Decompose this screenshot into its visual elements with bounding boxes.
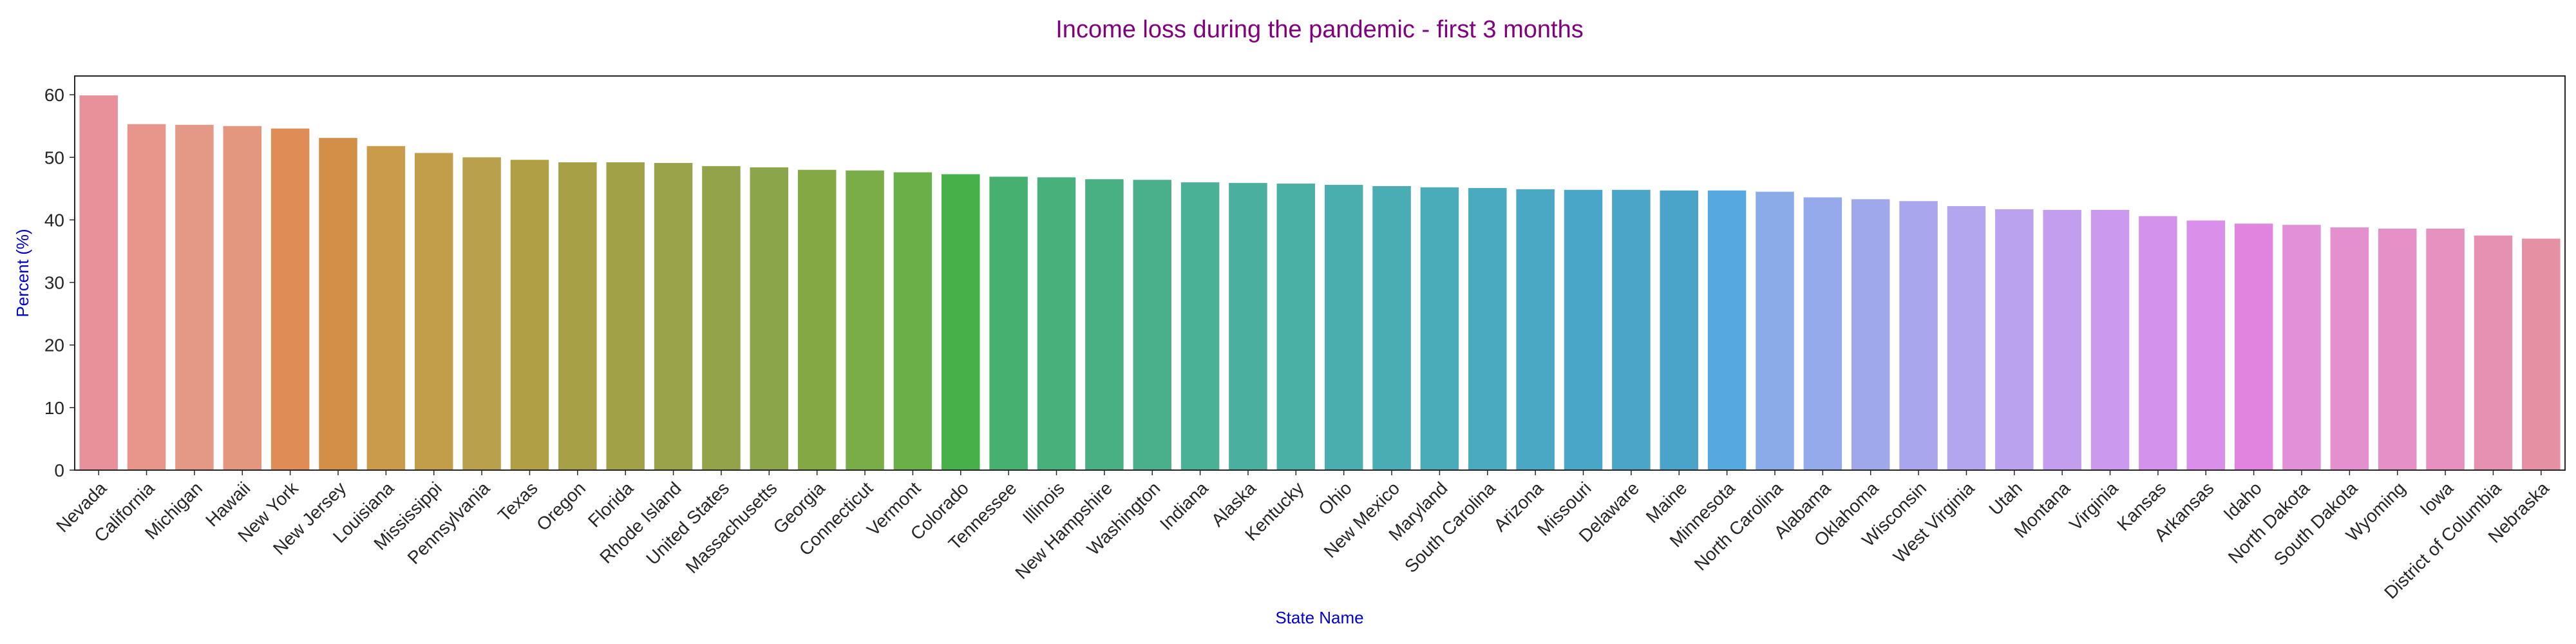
bar-oklahoma bbox=[1851, 199, 1890, 470]
bar-tennessee bbox=[989, 176, 1028, 470]
bar-connecticut bbox=[846, 170, 884, 470]
chart-title: Income loss during the pandemic - first … bbox=[1056, 16, 1584, 43]
bar-wisconsin bbox=[1899, 201, 1938, 470]
bar-maryland bbox=[1420, 187, 1459, 470]
bar-new-hampshire bbox=[1085, 179, 1124, 470]
bar-georgia bbox=[797, 169, 837, 470]
bar-oregon bbox=[558, 162, 597, 471]
bar-nevada bbox=[79, 95, 118, 471]
bar-north-carolina bbox=[1756, 191, 1794, 470]
y-tick-label: 50 bbox=[44, 147, 64, 167]
bar-montana bbox=[2043, 209, 2081, 470]
bar-alaska bbox=[1229, 183, 1267, 470]
bar-new-york bbox=[270, 128, 310, 471]
bar-united-states bbox=[702, 166, 741, 470]
bar-maine bbox=[1660, 190, 1698, 470]
bar-virginia bbox=[2090, 209, 2130, 470]
bars-group bbox=[79, 95, 2561, 471]
x-tick-label: Idaho bbox=[2219, 478, 2265, 524]
bar-delaware bbox=[1612, 189, 1651, 470]
bar-massachusetts bbox=[750, 167, 789, 470]
y-axis-label: Percent (%) bbox=[13, 229, 32, 317]
bar-arizona bbox=[1516, 189, 1555, 470]
bar-pennsylvania bbox=[462, 157, 501, 471]
bar-illinois bbox=[1037, 177, 1076, 470]
x-tick-label: Iowa bbox=[2416, 478, 2458, 519]
x-axis-label: State Name bbox=[1275, 608, 1363, 627]
bar-kansas bbox=[2139, 216, 2177, 470]
y-tick-label: 10 bbox=[44, 398, 64, 418]
bar-arkansas bbox=[2186, 220, 2226, 470]
bar-west-virginia bbox=[1947, 206, 1986, 470]
bar-utah bbox=[1995, 209, 2034, 470]
bar-colorado bbox=[942, 174, 980, 470]
x-tick-label: Oregon bbox=[533, 478, 589, 535]
bar-district-of-columbia bbox=[2474, 235, 2513, 470]
y-axis: 0 10 20 30 40 50 60 bbox=[44, 85, 75, 480]
bar-north-dakota bbox=[2282, 225, 2321, 470]
bar-hawaii bbox=[223, 126, 262, 470]
bar-california bbox=[127, 124, 166, 471]
bar-south-carolina bbox=[1468, 187, 1507, 470]
bar-kentucky bbox=[1276, 184, 1316, 470]
x-tick-label: South Dakota bbox=[2270, 478, 2362, 569]
bar-washington bbox=[1133, 180, 1171, 470]
bar-new-jersey bbox=[319, 138, 357, 470]
y-tick-label: 30 bbox=[44, 273, 64, 293]
y-tick-label: 40 bbox=[44, 210, 64, 230]
bar-wyoming bbox=[2378, 229, 2417, 470]
bar-south-dakota bbox=[2330, 227, 2369, 470]
x-tick-label: Indiana bbox=[1156, 478, 1212, 534]
bar-vermont bbox=[893, 172, 933, 470]
bar-new-mexico bbox=[1372, 185, 1411, 470]
y-tick-label: 20 bbox=[44, 336, 64, 355]
bar-alabama bbox=[1803, 197, 1842, 470]
bar-missouri bbox=[1564, 189, 1603, 470]
bar-idaho bbox=[2234, 223, 2273, 470]
bar-florida bbox=[606, 162, 645, 471]
y-tick-label: 60 bbox=[44, 85, 64, 105]
y-tick-label: 0 bbox=[54, 460, 64, 480]
bar-iowa bbox=[2426, 229, 2465, 470]
bar-texas bbox=[510, 160, 549, 470]
bar-ohio bbox=[1324, 185, 1363, 470]
x-tick-label: Utah bbox=[1985, 478, 2026, 519]
plot-frame bbox=[74, 75, 2566, 471]
bar-louisiana bbox=[366, 146, 406, 471]
x-tick-label: Ohio bbox=[1314, 478, 1356, 519]
bar-nebraska bbox=[2522, 238, 2561, 470]
bar-rhode-island bbox=[654, 163, 693, 470]
bar-michigan bbox=[175, 124, 214, 470]
x-tick-label: Virginia bbox=[2065, 478, 2122, 535]
bar-mississippi bbox=[414, 153, 453, 470]
bar-indiana bbox=[1180, 182, 1220, 470]
bar-minnesota bbox=[1707, 190, 1747, 470]
x-tick-label: United States bbox=[642, 478, 733, 569]
x-tick-label: Pennsylvania bbox=[404, 478, 494, 568]
